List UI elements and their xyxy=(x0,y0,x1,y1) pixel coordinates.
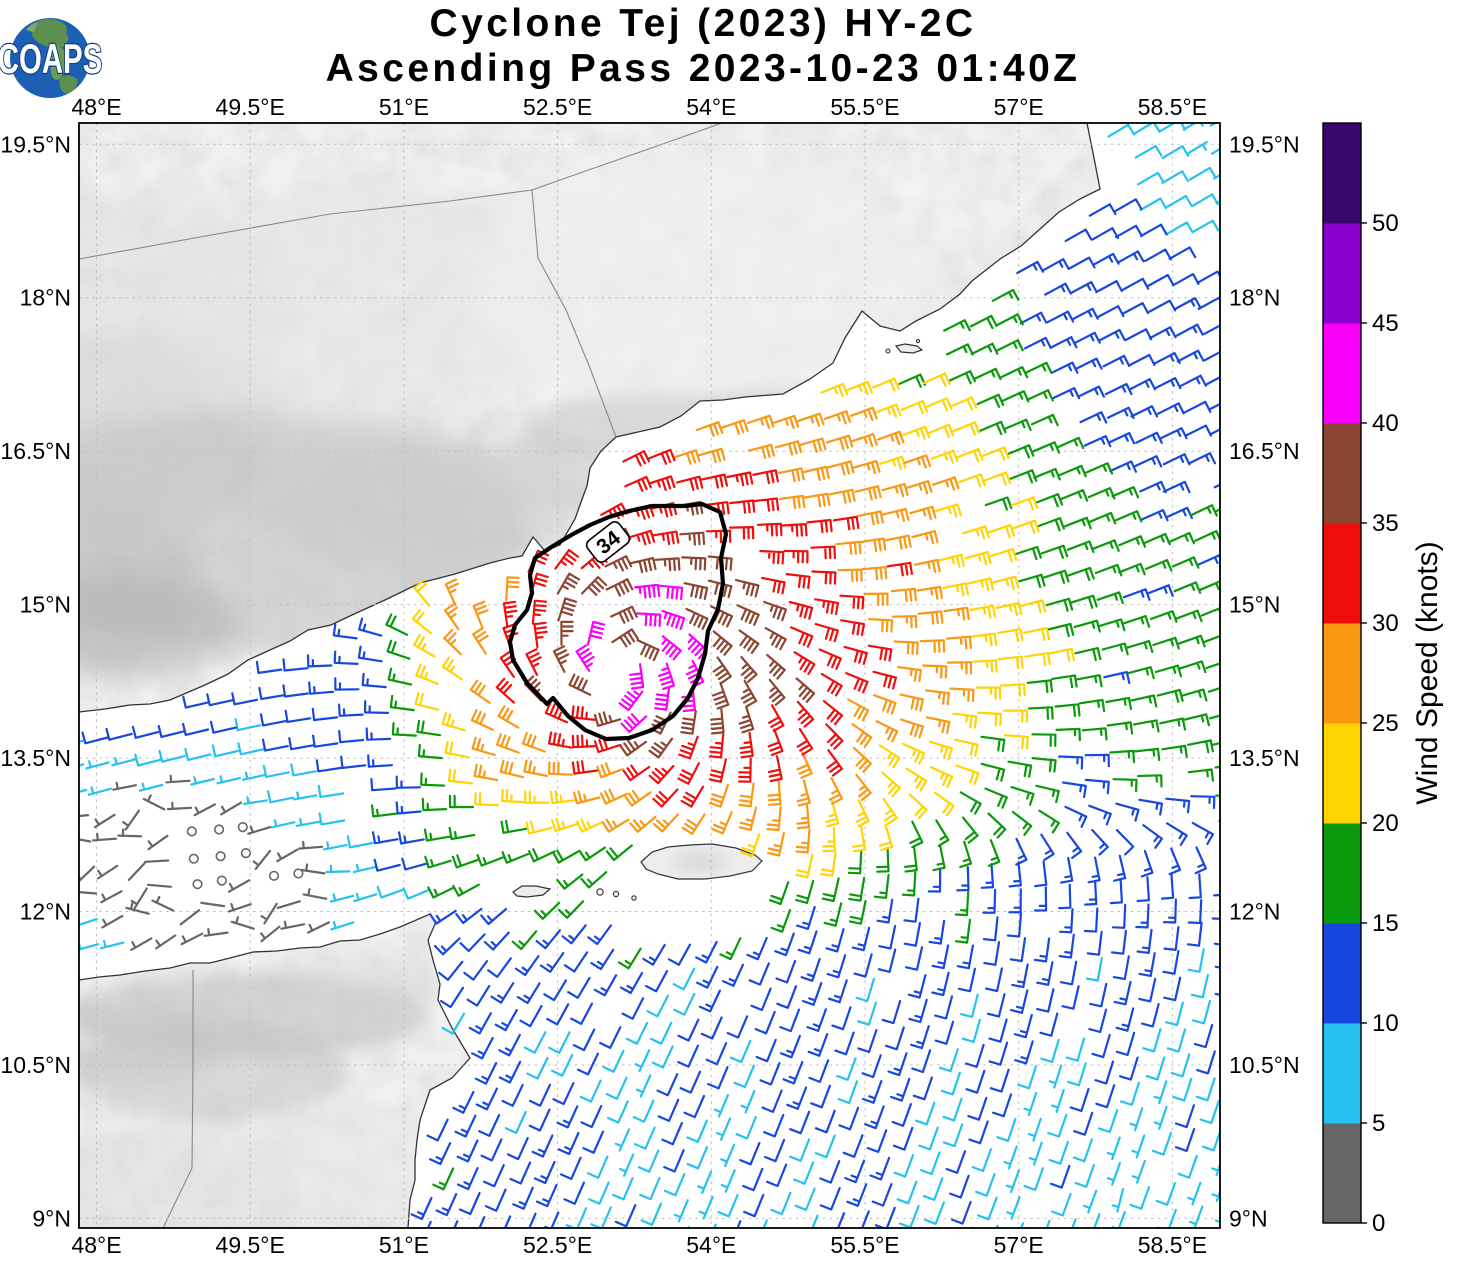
svg-text:18°N: 18°N xyxy=(20,285,71,311)
svg-text:49.5°E: 49.5°E xyxy=(216,1232,285,1258)
svg-text:49.5°E: 49.5°E xyxy=(216,94,285,120)
svg-text:0: 0 xyxy=(1372,1210,1385,1237)
svg-text:16.5°N: 16.5°N xyxy=(0,438,71,464)
svg-text:52.5°E: 52.5°E xyxy=(523,1232,592,1258)
svg-text:16.5°N: 16.5°N xyxy=(1229,438,1300,464)
svg-text:45: 45 xyxy=(1372,310,1399,337)
svg-text:9°N: 9°N xyxy=(1229,1205,1268,1231)
svg-text:15: 15 xyxy=(1372,910,1399,937)
svg-text:12°N: 12°N xyxy=(1229,899,1280,925)
svg-text:51°E: 51°E xyxy=(379,1232,429,1258)
svg-text:51°E: 51°E xyxy=(379,94,429,120)
svg-text:10.5°N: 10.5°N xyxy=(1229,1052,1300,1078)
svg-text:18°N: 18°N xyxy=(1229,285,1280,311)
svg-text:9°N: 9°N xyxy=(32,1205,71,1231)
svg-text:15°N: 15°N xyxy=(20,592,71,618)
svg-text:48°E: 48°E xyxy=(71,1232,121,1258)
svg-text:55.5°E: 55.5°E xyxy=(830,1232,899,1258)
svg-text:57°E: 57°E xyxy=(994,1232,1044,1258)
svg-text:12°N: 12°N xyxy=(20,899,71,925)
svg-text:15°N: 15°N xyxy=(1229,592,1280,618)
svg-text:10.5°N: 10.5°N xyxy=(0,1052,71,1078)
svg-text:35: 35 xyxy=(1372,510,1399,537)
svg-text:19.5°N: 19.5°N xyxy=(1229,131,1300,157)
svg-text:54°E: 54°E xyxy=(686,1232,736,1258)
svg-text:50: 50 xyxy=(1372,210,1399,237)
svg-text:55.5°E: 55.5°E xyxy=(830,94,899,120)
svg-text:Ascending Pass 2023-10-23 01:4: Ascending Pass 2023-10-23 01:40Z xyxy=(326,47,1081,90)
svg-text:19.5°N: 19.5°N xyxy=(0,131,71,157)
svg-text:20: 20 xyxy=(1372,810,1399,837)
svg-text:48°E: 48°E xyxy=(71,94,121,120)
svg-text:30: 30 xyxy=(1372,610,1399,637)
svg-text:5: 5 xyxy=(1372,1110,1385,1137)
svg-text:25: 25 xyxy=(1372,710,1399,737)
svg-text:57°E: 57°E xyxy=(994,94,1044,120)
svg-text:COAPS: COAPS xyxy=(0,35,102,83)
svg-text:13.5°N: 13.5°N xyxy=(0,745,71,771)
svg-text:58.5°E: 58.5°E xyxy=(1138,94,1207,120)
svg-text:52.5°E: 52.5°E xyxy=(523,94,592,120)
svg-text:10: 10 xyxy=(1372,1010,1399,1037)
svg-text:58.5°E: 58.5°E xyxy=(1138,1232,1207,1258)
svg-text:54°E: 54°E xyxy=(686,94,736,120)
svg-text:13.5°N: 13.5°N xyxy=(1229,745,1300,771)
svg-text:40: 40 xyxy=(1372,410,1399,437)
svg-text:Cyclone Tej (2023) HY-2C: Cyclone Tej (2023) HY-2C xyxy=(430,2,977,45)
svg-text:Wind Speed (knots): Wind Speed (knots) xyxy=(1411,541,1444,804)
